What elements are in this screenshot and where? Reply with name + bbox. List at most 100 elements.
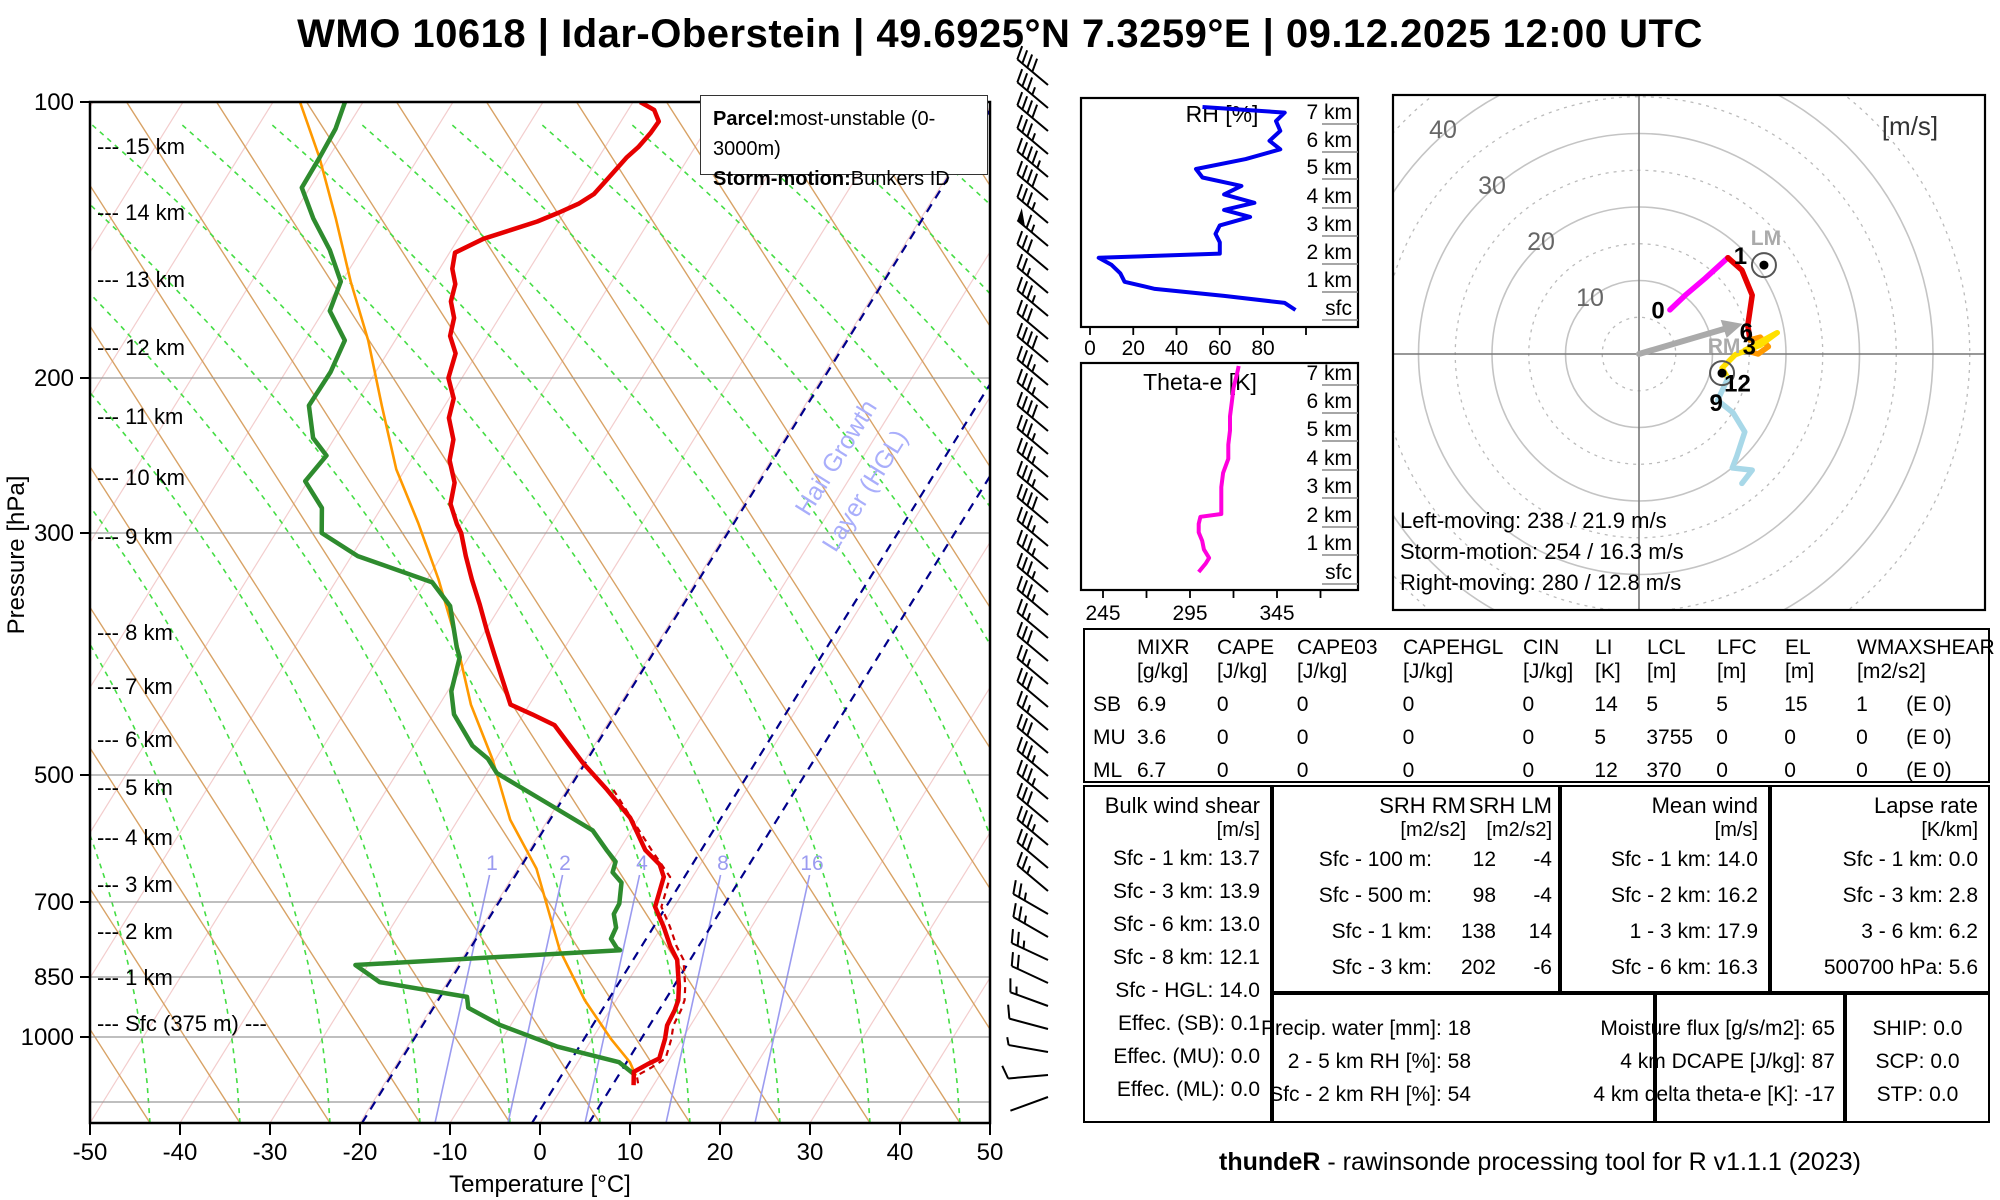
legend-storm-value: Bunkers ID (850, 168, 950, 190)
mixing-ratio-lines (434, 874, 811, 1123)
svg-text:40: 40 (1165, 337, 1188, 360)
col-header: CIN (1523, 636, 1560, 659)
indices-row-mu: MU 3.6 0 0 0 0 5 3755 0 0 0 (E 0) (1093, 726, 1952, 749)
svg-text:--- 12 km: --- 12 km (97, 335, 185, 360)
legend-parcel-value: most-unstable (0-3000m) (713, 108, 936, 160)
svg-text:--- 7 km: --- 7 km (97, 674, 173, 699)
col-header: LFC (1717, 636, 1757, 659)
svg-text:245: 245 (1085, 602, 1120, 625)
bulk-wind-shear-panel: Bulk wind shear [m/s] Sfc - 1 km: 13.7 S… (1083, 785, 1272, 1123)
col-unit: [J/kg] (1403, 660, 1454, 683)
hodograph-segment-0-1 km (1667, 254, 1731, 313)
panel-unit: [m/s] (1714, 819, 1758, 841)
hodo-km-label: 3 (1743, 334, 1756, 361)
svg-text:4: 4 (636, 852, 648, 875)
svg-text:50: 50 (977, 1139, 1004, 1166)
mean-wind-panel: Mean wind [m/s] Sfc - 1 km: 14.0 Sfc - 2… (1560, 785, 1770, 993)
svg-text:20: 20 (1527, 228, 1555, 256)
srh-row: Sfc - 3 km: 202 -6 (1331, 956, 1552, 979)
col-header: WMAXSHEAR (1857, 636, 1995, 659)
skewt-background-grid (90, 102, 990, 1123)
col-header: LCL (1647, 636, 1686, 659)
svg-text:-40: -40 (163, 1139, 198, 1166)
svg-text:--- 15 km: --- 15 km (97, 134, 185, 159)
svg-text:--- 4 km: --- 4 km (97, 825, 173, 850)
flux-panel: Moisture flux [g/s/m2]: 65 4 km DCAPE [J… (1593, 993, 1845, 1123)
hodograph-segment-3-6 km (1742, 334, 1772, 357)
svg-text:Pressure [hPa]: Pressure [hPa] (3, 476, 30, 635)
col-unit: [K] (1595, 660, 1621, 683)
svg-text:RM: RM (1708, 335, 1741, 358)
legend-parcel-row: Parcel:most-unstable (0-3000m) (713, 104, 987, 164)
indices-row-sb: SB 6.9 0 0 0 0 14 5 5 15 1 (E 0) (1093, 693, 1952, 716)
svg-text:--- 11 km: --- 11 km (97, 404, 183, 429)
indices-units-row: [g/kg] [J/kg] [J/kg] [J/kg] [J/kg] [K] [… (1085, 660, 1988, 684)
col-unit: [g/kg] (1137, 660, 1189, 683)
svg-text:4 km: 4 km (1306, 447, 1352, 470)
srh-row: Sfc - 500 m: 98 -4 (1318, 884, 1552, 907)
svg-text:-50: -50 (73, 1139, 108, 1166)
footer-brand: thundeR (1219, 1148, 1321, 1176)
svg-text:--- 6 km: --- 6 km (97, 727, 173, 752)
svg-text:LM: LM (1751, 227, 1781, 250)
panel-title: Lapse rate (1874, 793, 1978, 818)
svg-text:80: 80 (1251, 337, 1274, 360)
rh-curve (1096, 105, 1297, 312)
svg-text:60: 60 (1208, 337, 1231, 360)
page-title: WMO 10618 | Idar-Oberstein | 49.6925°N 7… (297, 12, 1703, 56)
svg-text:--- 5 km: --- 5 km (97, 775, 173, 800)
storm-motion-marker-RM: RM (1708, 335, 1741, 387)
col-unit: [m] (1785, 660, 1815, 683)
svg-text:3 km: 3 km (1306, 213, 1352, 236)
legend-parcel-label: Parcel: (713, 108, 780, 130)
col-header: CAPE03 (1297, 636, 1378, 659)
row-label: MU (1093, 726, 1126, 749)
rh-panel: RH [%] 0 20 40 60 80 7 km 6 km 5 km 4 km 3 km 2 km 1… (1079, 96, 1360, 360)
srh-row: Sfc - 100 m: 12 -4 (1318, 848, 1552, 871)
svg-text:30: 30 (1478, 172, 1506, 200)
svg-text:--- 10 km: --- 10 km (97, 465, 185, 490)
svg-text:700: 700 (34, 889, 74, 916)
footer-text: - rawinsonde processing tool for R v1.1.… (1320, 1148, 1861, 1176)
right-moving-text: Right-moving: 280 / 12.8 m/s (1400, 570, 1681, 595)
svg-text:0: 0 (1084, 337, 1096, 360)
height-labels: --- 15 km --- 14 km --- 13 km --- 12 km --- … (97, 134, 267, 1036)
composite-panel: SHIP: 0.0 SCP: 0.0 STP: 0.0 (1845, 993, 1990, 1123)
theta-e-panel: Theta-e [K] 245 295 345 7 km 6 km 5 km 4 km 3 km… (1079, 361, 1360, 625)
col-header: CAPE (1217, 636, 1275, 659)
svg-text:6 km: 6 km (1306, 390, 1352, 413)
hodo-km-label: 9 (1709, 390, 1722, 417)
svg-text:sfc: sfc (1325, 297, 1352, 320)
skewt-axes: -50 -40 -30 -20 -10 0 10 20 30 40 50 Temperature [°… (3, 89, 1003, 1198)
svg-text:1 km: 1 km (1306, 269, 1352, 292)
svg-text:200: 200 (34, 365, 74, 392)
svg-text:--- 8 km: --- 8 km (97, 620, 173, 645)
svg-text:7 km: 7 km (1306, 362, 1352, 385)
svg-text:--- 1 km: --- 1 km (97, 965, 173, 990)
hodograph-segment-9-12+ km (1714, 375, 1755, 487)
pressure-gridlines (90, 377, 990, 1103)
temperature-curve (446, 102, 682, 1086)
col-unit: [J/kg] (1297, 660, 1348, 683)
moisture-panel: Precip. water [mm]: 18 2 - 5 km RH [%]: … (1261, 993, 1655, 1123)
hodo-km-label: 0 (1651, 298, 1664, 325)
panel-unit: [m/s] (1216, 819, 1260, 841)
svg-text:--- 13 km: --- 13 km (97, 267, 185, 292)
srh-row: Sfc - 1 km: 138 14 (1331, 920, 1552, 943)
hodograph-segment-1-3 km (1725, 254, 1755, 343)
svg-text:Temperature [°C]: Temperature [°C] (449, 1171, 631, 1198)
svg-text:7 km: 7 km (1306, 101, 1352, 124)
svg-text:RH [%]: RH [%] (1186, 101, 1259, 127)
svg-text:20: 20 (1122, 337, 1145, 360)
col-unit: [J/kg] (1217, 660, 1268, 683)
svg-text:--- 3 km: --- 3 km (97, 872, 173, 897)
row-label: SB (1093, 693, 1122, 716)
svg-text:3 km: 3 km (1306, 475, 1352, 498)
svg-text:-10: -10 (433, 1139, 468, 1166)
srh-panel: SRH RM SRH LM [m2/s2] [m2/s2] Sfc - 100 m:… (1272, 785, 1560, 993)
wind-barb-column (1001, 45, 1049, 1112)
col-header: LI (1595, 636, 1613, 659)
col-unit: [m2/s2] (1857, 660, 1926, 683)
svg-text:500: 500 (34, 762, 74, 789)
